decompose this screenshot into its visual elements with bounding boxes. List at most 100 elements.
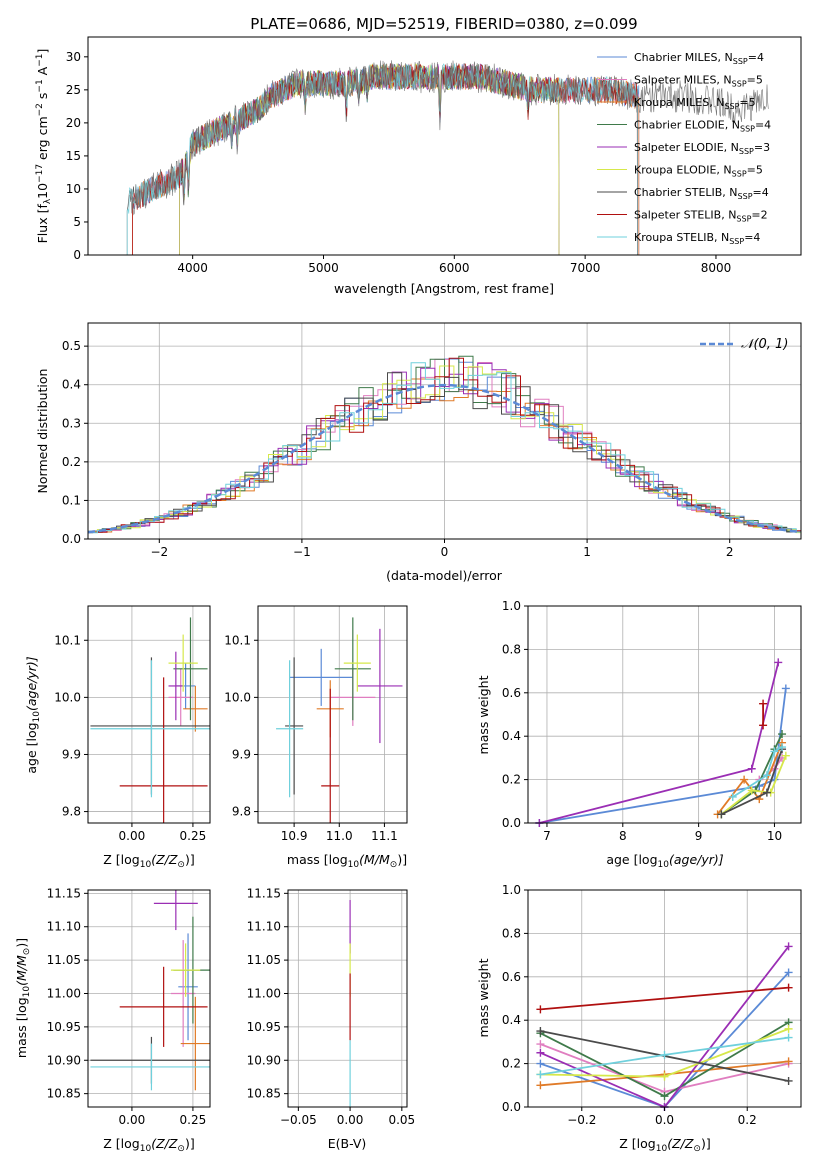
age-vs-metallicity-ytick-label: 9.8 — [62, 805, 81, 819]
spectrum-xtick-label: 5000 — [308, 261, 339, 275]
weight-vs-age-series-kroupa-stelib-marker — [762, 771, 771, 780]
weight-vs-age-axes: 7 8 9 10 0.0 0.2 0.4 0.6 0.8 1.0 — [502, 599, 802, 843]
weight-vs-age-series-chabrier-stelib-marker — [717, 810, 726, 819]
weight-vs-metallicity-series-salpeter-elodie-marker — [536, 1048, 545, 1057]
spectrum-ytick-label: 25 — [66, 83, 81, 97]
age-vs-mass-xlabel: mass [log10(M/M⊙)] — [287, 852, 407, 870]
spectrum-line-salpeter-elodie — [179, 63, 560, 255]
weight-vs-age-series-chabrier-elodie-marker — [778, 730, 787, 739]
mass-vs-metallicity-ytick-label: 11.15 — [47, 886, 81, 900]
weight-vs-age-ytick-label: 0.2 — [502, 773, 521, 787]
weight-vs-metallicity-ylabel: mass weight — [476, 958, 491, 1037]
weight-vs-metallicity-series-salpeter-stelib-marker — [784, 983, 793, 992]
age-vs-mass-errorbars — [276, 617, 403, 823]
age-vs-metallicity-xtick-label: 0.25 — [180, 829, 207, 843]
spectrum-ytick-label: 5 — [73, 215, 81, 229]
weight-vs-metallicity-series-kroupa-stelib-marker — [660, 1050, 669, 1059]
weight-vs-age-xtick-label: 8 — [619, 829, 627, 843]
weight-vs-age-xtick-label: 9 — [695, 829, 703, 843]
mass-vs-metallicity-xtick-label: 0.25 — [180, 1113, 207, 1127]
weight-vs-age-series-salpeter-stelib-marker — [759, 721, 768, 730]
residual-xtick-label: −1 — [293, 545, 311, 559]
weight-vs-age-series-kroupa-stelib — [732, 746, 783, 798]
spectrum-xtick-label: 7000 — [570, 261, 601, 275]
spectrum-xtick-label: 4000 — [177, 261, 208, 275]
weight-vs-metallicity-series-chabrier-miles-marker — [536, 1059, 545, 1068]
weight-vs-age-panel: 7 8 9 10 0.0 0.2 0.4 0.6 0.8 1.0 age [log10(age/y… — [476, 599, 802, 870]
weight-vs-age-ylabel: mass weight — [476, 675, 491, 754]
weight-vs-age-series-salpeter-elodie-marker — [747, 764, 756, 773]
mass-vs-metallicity-ytick-label: 10.95 — [47, 1020, 81, 1034]
weight-vs-age-series-salpeter-elodie-marker — [774, 658, 783, 667]
weight-vs-metallicity-series-salpeter-stelib — [540, 986, 789, 1011]
weight-vs-age-series-chabrier-stelib-marker — [762, 788, 771, 797]
legend-label-kroupa-stelib: Kroupa STELIB, NSSP=4 — [634, 231, 760, 246]
weight-vs-age-ytick-label: 0.4 — [502, 729, 521, 743]
legend-label-salpeter-miles: Salpeter MILES, NSSP=5 — [634, 74, 763, 89]
age-vs-mass-ytick-label: 10.0 — [224, 690, 251, 704]
age-vs-mass-xtick-label: 11.0 — [326, 829, 353, 843]
weight-vs-metallicity-series-chabrier-elodie-marker — [660, 1092, 669, 1101]
residual-histograms — [88, 355, 801, 535]
age-vs-metallicity-ytick-label: 10.0 — [54, 690, 81, 704]
weight-vs-metallicity-series-salpeter-stelib-marker — [536, 1005, 545, 1014]
age-vs-mass-errorbar-chabrier-elodie — [334, 617, 371, 721]
spectrum-line-chabrier-elodie — [179, 63, 560, 255]
weight-vs-age-series-salpeter-stelib-marker — [759, 699, 768, 708]
weight-vs-age-series-chabrier-elodie — [720, 733, 783, 816]
mass-vs-reddening-plot-area — [288, 890, 407, 1107]
age-vs-metallicity-panel: 0.00 0.25 9.8 9.9 10.0 10.1 Z [log10(Z/Z⊙)] a… — [24, 605, 211, 870]
weight-vs-age-series-kroupa-miles-marker — [740, 775, 749, 784]
mass-vs-metallicity-ytick-label: 11.10 — [47, 920, 81, 934]
mass-vs-metallicity-plot-area — [88, 890, 210, 1107]
age-vs-metallicity-frame — [87, 605, 211, 824]
mass-vs-reddening-ytick-label: 11.05 — [247, 953, 281, 967]
spectrum-ytick-label: 30 — [66, 50, 81, 64]
mass-vs-metallicity-ytick-label: 11.00 — [47, 986, 81, 1000]
mass-vs-reddening-frame — [287, 889, 408, 1108]
mass-vs-metallicity-xtick-label: 0.00 — [119, 1113, 146, 1127]
age-vs-metallicity-ytick-label: 10.1 — [54, 633, 81, 647]
residual-ylabel: Normed distribution — [35, 369, 50, 494]
mass-vs-metallicity-ylabel: mass [log10(M/M⊙)] — [14, 938, 32, 1058]
age-vs-metallicity-errorbar-kroupa-stelib — [90, 660, 210, 798]
legend-label-chabrier-miles: Chabrier MILES, NSSP=4 — [634, 51, 764, 66]
mass-vs-reddening-ytick-label: 10.85 — [247, 1087, 281, 1101]
age-vs-metallicity-errorbar-chabrier-elodie — [173, 617, 208, 721]
legend-label-salpeter-stelib: Salpeter STELIB, NSSP=2 — [634, 209, 768, 224]
mass-vs-metallicity-axes: 0.00 0.25 10.85 10.90 10.95 11.00 11.05 11.10 11… — [47, 886, 211, 1127]
mass-vs-metallicity-errorbar-chabrier-miles — [178, 933, 198, 1041]
legend-label-kroupa-elodie: Kroupa ELODIE, NSSP=5 — [634, 164, 763, 179]
weight-vs-metallicity-series-kroupa-elodie-marker — [784, 1024, 793, 1033]
age-vs-mass-xtick-label: 10.9 — [281, 829, 308, 843]
legend-label-kroupa-miles: Kroupa MILES, NSSP=5 — [634, 96, 756, 111]
mass-vs-metallicity-errorbar-salpeter-stelib — [119, 966, 208, 1047]
weight-vs-metallicity-series-chabrier-miles-marker — [784, 968, 793, 977]
weight-vs-metallicity-panel: −0.2 0.0 0.2 0.0 0.2 0.4 0.6 0.8 1.0 Z [log10(Z/… — [476, 883, 802, 1154]
mass-vs-metallicity-errorbar-kroupa-stelib — [90, 1043, 210, 1091]
age-vs-mass-xtick-label: 11.1 — [371, 829, 398, 843]
age-vs-metallicity-xtick-label: 0.00 — [119, 829, 146, 843]
weight-vs-age-series-kroupa-elodie — [720, 755, 787, 816]
weight-vs-age-xtick-label: 7 — [543, 829, 551, 843]
weight-vs-metallicity-series-salpeter-miles-marker — [536, 1040, 545, 1049]
mass-vs-metallicity-panel: 0.00 0.25 10.85 10.90 10.95 11.00 11.05 11.10 11… — [14, 886, 211, 1154]
weight-vs-metallicity-ytick-label: 0.8 — [502, 926, 521, 940]
weight-vs-metallicity-ytick-label: 1.0 — [502, 883, 521, 897]
age-vs-metallicity-xlabel: Z [log10(Z/Z⊙)] — [103, 852, 194, 870]
residual-xtick-label: 1 — [583, 545, 591, 559]
age-vs-mass-panel: 10.9 11.0 11.1 9.8 9.9 10.0 10.1 mass [log10(M… — [224, 605, 408, 870]
age-vs-mass-errorbar-kroupa-stelib — [276, 660, 304, 798]
mass-vs-reddening-xtick-label: 0.00 — [337, 1113, 364, 1127]
age-vs-metallicity-errorbar-salpeter-stelib — [119, 677, 208, 823]
age-vs-metallicity-ylabel: age [log10(age/yr)] — [24, 656, 42, 773]
spectrum-axes: 4000 5000 6000 7000 8000 0 5 10 15 20 25 30 — [66, 36, 802, 275]
weight-vs-metallicity-xlabel: Z [log10(Z/Z⊙)] — [619, 1136, 710, 1154]
weight-vs-metallicity-ytick-label: 0.2 — [502, 1057, 521, 1071]
residual-ytick-label: 0.5 — [62, 339, 81, 353]
residual-ytick-label: 0.1 — [62, 493, 81, 507]
mass-vs-reddening-ytick-label: 10.95 — [247, 1020, 281, 1034]
legend-label-salpeter-elodie: Salpeter ELODIE, NSSP=3 — [634, 141, 770, 156]
weight-vs-metallicity-ytick-label: 0.4 — [502, 1013, 521, 1027]
spectrum-ytick-label: 20 — [66, 116, 81, 130]
